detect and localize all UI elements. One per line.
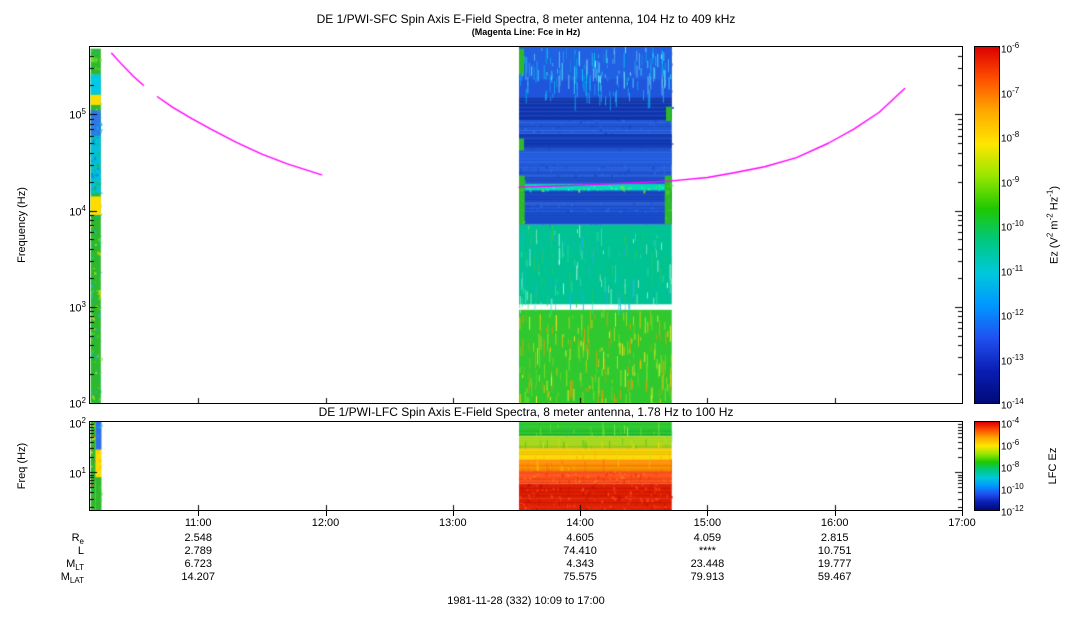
sfc-y-tick-label: 104	[69, 203, 86, 219]
x-axis-tick-label: 14:00	[566, 517, 594, 529]
lfc-y-axis-label: Freq (Hz)	[16, 442, 28, 490]
sfc-panel-title: DE 1/PWI-SFC Spin Axis E-Field Spectra, …	[316, 12, 736, 26]
lfc-y-tick-label: 102	[69, 416, 86, 431]
ephemeris-value: 74.410	[563, 545, 597, 557]
ephemeris-row-label: L	[77, 545, 84, 557]
sfc-colorbar	[974, 46, 1000, 404]
sfc-y-tick-label: 102	[69, 396, 86, 411]
ephemeris-value: 14.207	[181, 571, 216, 583]
x-axis-tick-label: 16:00	[820, 517, 849, 529]
ephemeris-value: 75.575	[563, 571, 597, 583]
sfc-colorbar-tick-label: 10-11	[1001, 263, 1024, 278]
x-axis-tick-label: 15:00	[693, 517, 722, 529]
ephemeris-row-label: Re	[71, 532, 84, 547]
ephemeris-value: 4.343	[566, 558, 594, 570]
sfc-y-tick-label: 105	[69, 107, 86, 122]
ephemeris-value: 79.913	[690, 571, 725, 583]
ephemeris-value: ****	[698, 545, 716, 557]
x-axis-tick-label: 13:00	[439, 517, 467, 529]
lfc-colorbar-tick-label: 10-12	[1001, 504, 1024, 519]
ephemeris-row-label: MLAT	[60, 571, 84, 586]
lfc-colorbar-tick-label: 10-6	[1001, 438, 1020, 453]
sfc-colorbar-tick-label: 10-14	[1001, 397, 1024, 412]
x-axis-tick-mark	[580, 511, 582, 516]
x-axis-tick-mark	[452, 511, 454, 516]
lfc-colorbar-tick-label: 10-8	[1001, 460, 1020, 475]
date-range-footer: 1981-11-28 (332) 10:09 to 17:00	[447, 595, 605, 607]
ephemeris-value: 4.059	[693, 532, 722, 544]
x-axis-tick-mark	[962, 511, 963, 516]
ephemeris-value: 2.789	[184, 545, 212, 557]
x-axis-tick-label: 12:00	[311, 517, 340, 529]
lfc-colorbar	[974, 421, 1000, 511]
ephemeris-value: 19.777	[817, 558, 852, 570]
x-axis-tick-mark	[198, 511, 200, 516]
ephemeris-row-label: MLT	[66, 558, 84, 573]
ephemeris-value: 2.815	[820, 532, 849, 544]
x-axis-tick-mark	[325, 511, 327, 516]
ephemeris-value: 6.723	[184, 558, 212, 570]
x-axis-tick-mark	[707, 511, 709, 516]
sfc-spectrogram-canvas	[90, 47, 962, 403]
x-axis-tick-mark	[834, 511, 836, 516]
sfc-colorbar-tick-label: 10-10	[1001, 219, 1024, 234]
ephemeris-value: 4.605	[566, 532, 594, 544]
x-axis-tick-label: 17:00	[948, 517, 976, 529]
sfc-colorbar-tick-label: 10-8	[1001, 130, 1020, 145]
sfc-panel-subtitle: (Magenta Line: Fce in Hz)	[471, 27, 581, 37]
lfc-spectrogram-panel	[89, 421, 963, 511]
sfc-spectrogram-panel	[89, 46, 963, 404]
sfc-colorbar-tick-label: 10-6	[1001, 41, 1020, 56]
lfc-y-tick-label: 101	[69, 466, 86, 481]
sfc-colorbar-tick-label: 10-12	[1001, 308, 1024, 323]
lfc-spectrogram-canvas	[90, 422, 962, 510]
sfc-y-tick-label: 103	[69, 299, 86, 315]
ephemeris-value: 10.751	[817, 545, 852, 557]
ephemeris-value: 2.548	[184, 532, 212, 544]
lfc-colorbar-tick-label: 10-4	[1001, 416, 1020, 431]
sfc-colorbar-tick-label: 10-9	[1001, 174, 1020, 189]
sfc-colorbar-axis-label: Ez (V2 m-2 Hz-1)	[1045, 185, 1061, 265]
ephemeris-value: 23.448	[690, 558, 725, 570]
lfc-colorbar-axis-label: LFC Ez	[1047, 447, 1059, 485]
sfc-colorbar-tick-label: 10-7	[1001, 85, 1020, 100]
x-axis-tick-label: 11:00	[184, 517, 212, 529]
ephemeris-value: 59.467	[817, 571, 852, 583]
lfc-colorbar-tick-label: 10-10	[1001, 482, 1024, 497]
sfc-colorbar-tick-label: 10-13	[1001, 352, 1024, 367]
lfc-panel-title: DE 1/PWI-LFC Spin Axis E-Field Spectra, …	[318, 405, 734, 419]
sfc-y-axis-label: Frequency (Hz)	[16, 187, 28, 263]
